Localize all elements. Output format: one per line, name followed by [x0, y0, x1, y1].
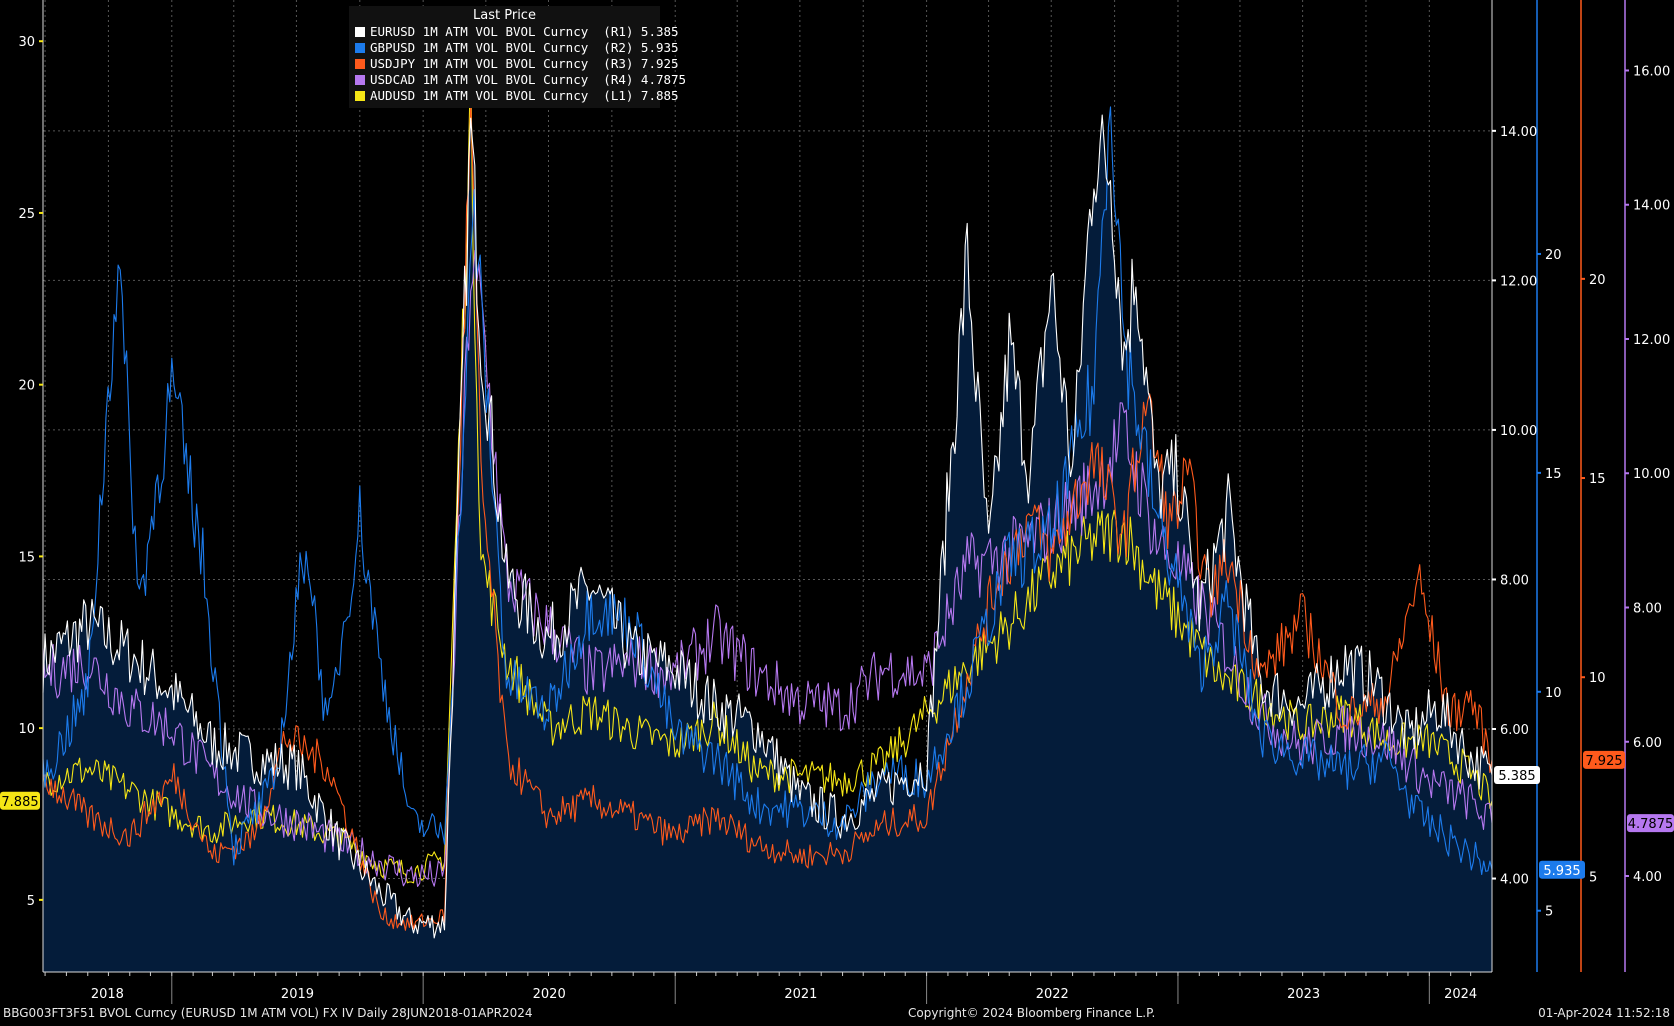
r2-tick-label: 10 [1545, 686, 1562, 701]
series-line-gbpusd [42, 106, 1493, 876]
legend-label: USDJPY 1M ATM VOL BVOL Curncy (R3) 7.925 [370, 56, 679, 71]
left-tick-label: 25 [18, 207, 35, 222]
x-tick-label: 2020 [533, 987, 566, 1002]
r1-tick-label: 10.00 [1500, 424, 1537, 439]
badge-usdjpy-bg [1583, 750, 1625, 769]
r2-tick-label: 20 [1545, 248, 1562, 263]
r3-tick-label: 15 [1589, 472, 1606, 487]
badge-eurusd-bg [1494, 765, 1540, 784]
left-tick-label: 5 [27, 894, 35, 909]
badge-usdcad-bg [1627, 814, 1674, 833]
footer-ticker-info: BBG003FT3F51 BVOL Curncy (EURUSD 1M ATM … [3, 1006, 533, 1020]
legend: Last Price EURUSD 1M ATM VOL BVOL Curncy… [349, 6, 686, 108]
footer-copyright: Copyright© 2024 Bloomberg Finance L.P. [908, 1006, 1156, 1020]
r4-tick-label: 4.00 [1633, 870, 1662, 885]
badge-audusd-text: 7.885 [1, 795, 38, 810]
r1-tick-label: 14.00 [1500, 125, 1537, 140]
r4-tick-label: 16.00 [1633, 64, 1670, 79]
legend-swatch [355, 27, 365, 37]
legend-swatch [355, 75, 365, 85]
r3-tick-label: 20 [1589, 273, 1606, 288]
r4-tick-label: 6.00 [1633, 736, 1662, 751]
r1-tick-label: 6.00 [1500, 723, 1529, 738]
r3-tick-label: 5 [1589, 870, 1597, 885]
series-lines [42, 53, 1493, 939]
left-tick-label: 15 [18, 550, 35, 565]
left-tick-label: 30 [18, 35, 35, 50]
series-line-usdjpy [42, 100, 1493, 931]
legend-row-audusd: AUDUSD 1M ATM VOL BVOL Curncy (L1) 7.885 [349, 88, 679, 104]
legend-label: EURUSD 1M ATM VOL BVOL Curncy (R1) 5.385 [370, 24, 679, 39]
r2-tick-label: 15 [1545, 467, 1562, 482]
x-tick-label: 2019 [281, 987, 314, 1002]
r4-tick-label: 8.00 [1633, 602, 1662, 617]
axes: 5 10 15 20 25 30 4.00 6.00 8.00 10.00 12.00 14.00 5 1… [18, 0, 1670, 1004]
r2-tick-label: 5 [1545, 905, 1553, 920]
eurusd-area-fill [43, 115, 1492, 972]
last-value-badges: 7.885 5.385 5.935 7.925 4.7875 [0, 750, 1674, 879]
badge-eurusd-text: 5.385 [1498, 769, 1535, 784]
x-tick-label: 2024 [1444, 987, 1477, 1002]
badge-audusd-bg [0, 791, 40, 810]
legend-row-gbpusd: GBPUSD 1M ATM VOL BVOL Curncy (R2) 5.935 [349, 40, 679, 56]
r4-tick-label: 10.00 [1633, 467, 1670, 482]
footer-timestamp: 01-Apr-2024 11:52:18 [1538, 1006, 1670, 1020]
legend-label: USDCAD 1M ATM VOL BVOL Curncy (R4) 4.787… [370, 72, 687, 87]
r4-tick-label: 12.00 [1633, 333, 1670, 348]
r3-tick-label: 10 [1589, 671, 1606, 686]
legend-swatch [355, 43, 365, 53]
legend-label: GBPUSD 1M ATM VOL BVOL Curncy (R2) 5.935 [370, 40, 679, 55]
r1-tick-label: 8.00 [1500, 573, 1529, 588]
r4-tick-label: 14.00 [1633, 199, 1670, 214]
x-tick-label: 2021 [784, 987, 817, 1002]
x-tick-label: 2018 [91, 987, 124, 1002]
legend-row-usdjpy: USDJPY 1M ATM VOL BVOL Curncy (R3) 7.925 [349, 56, 679, 72]
r1-tick-label: 12.00 [1500, 274, 1537, 289]
left-tick-label: 10 [18, 722, 35, 737]
x-tick-label: 2023 [1287, 987, 1320, 1002]
badge-gbpusd-text: 5.935 [1543, 864, 1580, 879]
badge-usdjpy-text: 7.925 [1585, 754, 1622, 769]
badge-gbpusd-bg [1539, 860, 1585, 879]
legend-swatch [355, 59, 365, 69]
x-tick-label: 2022 [1036, 987, 1069, 1002]
series-line-eurusd [42, 114, 1493, 939]
left-tick-label: 20 [18, 379, 35, 394]
legend-row-usdcad: USDCAD 1M ATM VOL BVOL Curncy (R4) 4.787… [349, 72, 686, 88]
legend-swatch [355, 91, 365, 101]
badge-usdcad-text: 4.7875 [1628, 817, 1674, 832]
r1-tick-label: 4.00 [1500, 873, 1529, 888]
legend-header: Last Price [473, 8, 536, 23]
legend-row-eurusd: EURUSD 1M ATM VOL BVOL Curncy (R1) 5.385 [349, 24, 679, 40]
legend-label: AUDUSD 1M ATM VOL BVOL Curncy (L1) 7.885 [370, 88, 679, 103]
